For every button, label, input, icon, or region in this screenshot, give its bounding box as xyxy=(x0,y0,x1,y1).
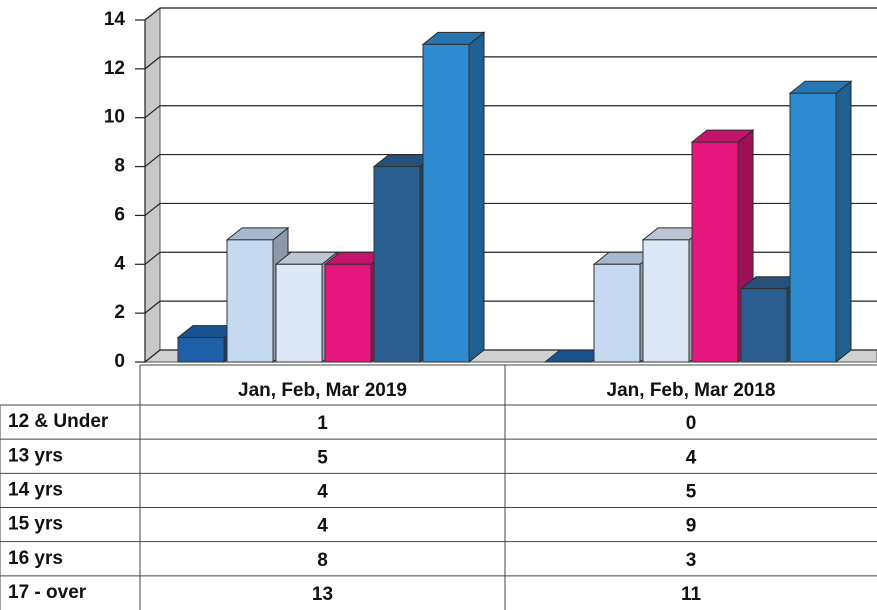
table-value: 0 xyxy=(686,413,697,434)
y-tick-label: 6 xyxy=(114,204,125,225)
bar xyxy=(740,288,788,363)
legend-label: 14 yrs xyxy=(8,479,63,500)
bar-side xyxy=(468,31,485,364)
bar xyxy=(789,92,837,363)
y-tick-label: 0 xyxy=(114,351,125,372)
y-tick-label: 4 xyxy=(114,253,125,274)
grid-line xyxy=(144,300,161,314)
y-tick-label: 10 xyxy=(104,107,125,128)
legend-label: 15 yrs xyxy=(8,514,63,535)
table-value: 4 xyxy=(317,481,328,502)
bar-side xyxy=(835,80,852,364)
bar xyxy=(691,141,739,363)
y-tick-label: 8 xyxy=(114,156,125,177)
table-value: 9 xyxy=(686,516,697,537)
x-tick-label: Jan, Feb, Mar 2019 xyxy=(238,380,407,401)
bar xyxy=(226,239,274,363)
table-value: 4 xyxy=(686,447,697,468)
table-value: 5 xyxy=(317,447,328,468)
table-value: 8 xyxy=(317,550,328,571)
table-value: 4 xyxy=(317,516,328,537)
grid-line xyxy=(144,202,161,216)
bar xyxy=(275,263,323,363)
grid-line xyxy=(144,105,161,119)
legend-label: 16 yrs xyxy=(8,548,63,569)
grid-line xyxy=(144,349,161,363)
x-tick-label: Jan, Feb, Mar 2018 xyxy=(607,380,776,401)
y-tick-label: 14 xyxy=(104,9,126,30)
bar xyxy=(642,239,690,363)
grid-line xyxy=(144,56,161,70)
grid-line xyxy=(144,251,161,265)
bar xyxy=(177,337,225,363)
bar xyxy=(324,263,372,363)
table-value: 5 xyxy=(686,481,697,502)
y-tick-label: 12 xyxy=(104,58,125,79)
y-tick-label: 2 xyxy=(114,302,125,323)
table-value: 3 xyxy=(686,550,697,571)
bar xyxy=(422,43,470,363)
legend-label: 12 & Under xyxy=(8,411,109,432)
legend-label: 17 - over xyxy=(8,582,87,603)
table-value: 1 xyxy=(317,413,328,434)
grid-line xyxy=(144,154,161,168)
bar xyxy=(593,263,641,363)
legend-label: 13 yrs xyxy=(8,445,63,466)
grid-line xyxy=(144,7,161,21)
bar xyxy=(373,166,421,363)
table-value: 11 xyxy=(681,584,702,605)
table-value: 13 xyxy=(312,584,333,605)
side-wall xyxy=(144,6,161,364)
